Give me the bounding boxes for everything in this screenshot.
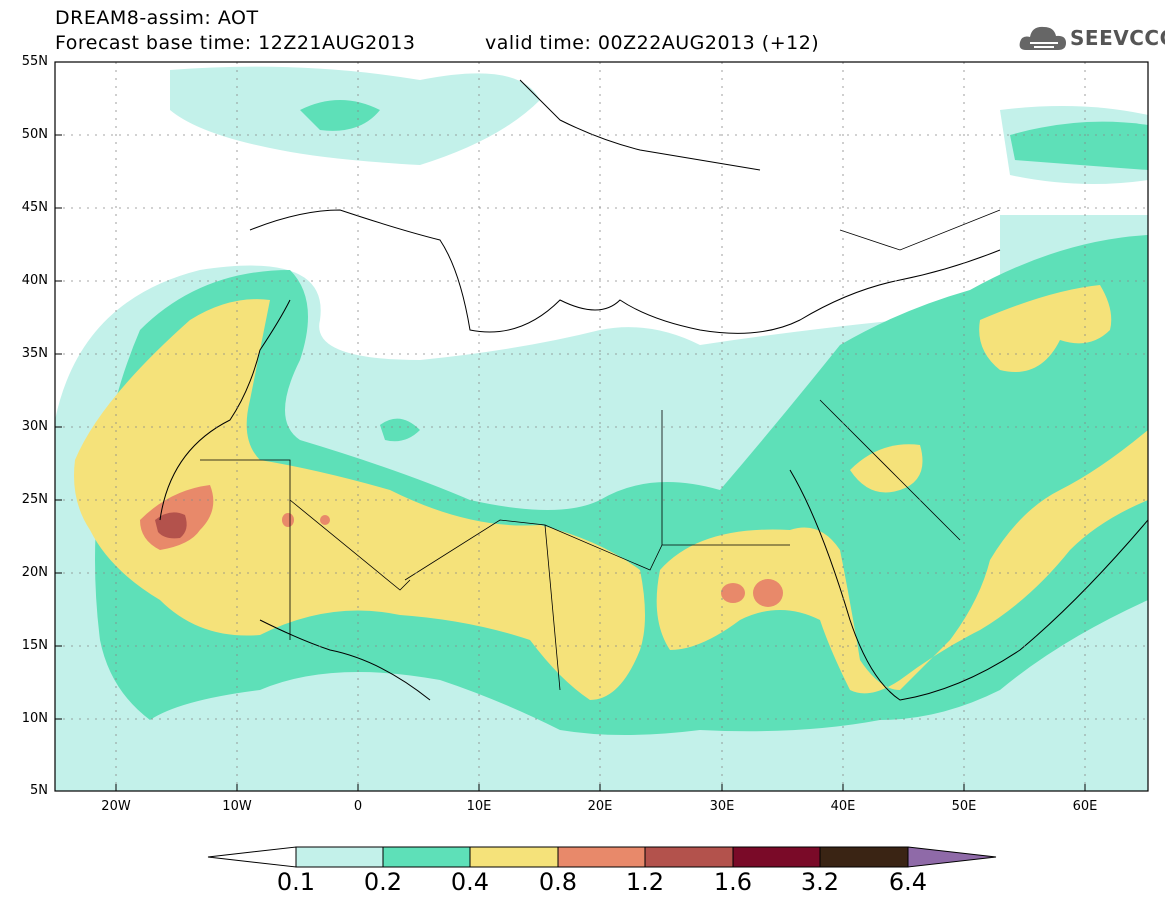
lat-label: 30N [21,419,48,434]
lat-label: 15N [21,638,48,653]
colorbar-swatch-0.1 [295,846,384,868]
logo-text: SEEVCCC [1070,26,1165,50]
colorbar-label: 1.2 [625,868,665,896]
lat-label: 40N [21,273,48,288]
colorbar [207,846,997,868]
lat-label: 35N [21,346,48,361]
map-title: DREAM8-assim: AOT [55,7,259,29]
axis-ticks [55,61,1086,791]
colorbar-label: 0.2 [363,868,403,896]
colorbar-label: 0.8 [538,868,578,896]
lon-label: 10W [222,799,252,814]
colorbar-label: 0.4 [450,868,490,896]
lat-label: 20N [21,565,48,580]
aot-level-0.4 [74,285,1148,700]
colorbar-lower-arrow [207,846,297,868]
lon-label: 20E [587,799,613,814]
gridlines [55,62,1148,791]
forecast-base-time: Forecast base time: 12Z21AUG2013 [55,32,416,54]
lon-label: 0 [353,799,363,814]
valid-time: valid time: 00Z22AUG2013 (+12) [485,32,820,54]
colorbar-swatch-0.8 [557,846,646,868]
country-borders [200,209,1001,691]
lat-label: 45N [21,200,48,215]
colorbar-label: 3.2 [800,868,840,896]
colorbar-upper-arrow [907,846,997,868]
colorbar-swatch-1.6 [732,846,821,868]
lon-label: 50E [951,799,977,814]
lon-label: 30E [709,799,735,814]
lon-label: 20W [101,799,131,814]
lon-label: 60E [1072,799,1098,814]
cloud-icon [1019,26,1066,50]
colorbar-swatch-0.4 [469,846,559,868]
colorbar-label: 6.4 [888,868,928,896]
colorbar-swatch-0.2 [382,846,471,868]
lon-label: 10E [466,799,492,814]
aot-level-1.2 [155,512,187,539]
coastlines [159,79,1148,701]
colorbar-swatch-1.2 [644,846,734,868]
colorbar-label: 1.6 [713,868,753,896]
seevccc-logo: SEEVCCC [1018,20,1165,56]
lat-label: 25N [21,492,48,507]
colorbar-label: 0.1 [276,868,316,896]
lat-label: 50N [21,127,48,142]
lat-label: 5N [30,783,48,798]
colorbar-swatch-3.2 [819,846,909,868]
lon-label: 40E [830,799,856,814]
lat-label: 55N [21,54,48,69]
lat-label: 10N [21,711,48,726]
